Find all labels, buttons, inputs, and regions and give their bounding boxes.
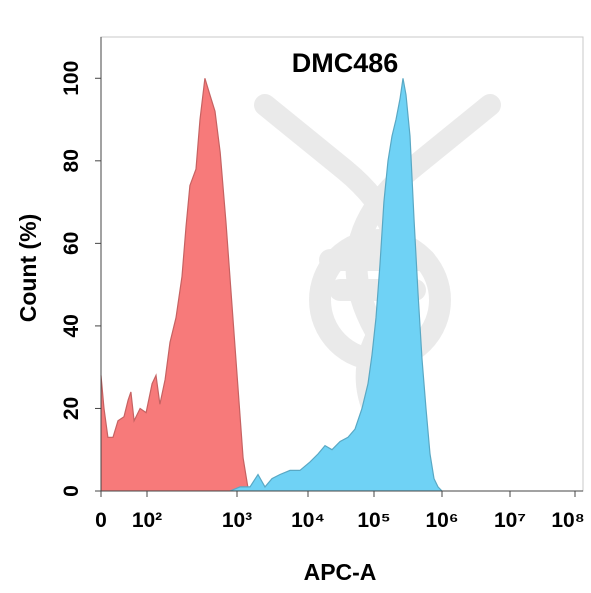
x-tick-label: 10⁶: [425, 509, 458, 532]
y-tick-label: 20: [60, 397, 83, 420]
y-tick-label: 60: [60, 232, 83, 255]
area-outline: [229, 78, 443, 492]
x-tick-label: 0: [95, 509, 107, 532]
y-tick-label: 40: [60, 314, 83, 337]
x-tick-label: 10²: [132, 509, 162, 532]
y-axis-label: Count (%): [15, 214, 41, 323]
x-tick-label: 10⁸: [551, 509, 584, 532]
y-tick-label: 80: [60, 149, 83, 172]
y-tick-label: 0: [60, 485, 83, 497]
area-outline: [100, 78, 253, 492]
area-fill: [101, 78, 253, 492]
x-tick-label: 10⁴: [291, 509, 325, 532]
y-tick-label: 100: [60, 61, 83, 96]
x-tick-label: 10³: [222, 509, 252, 532]
x-axis-label: APC-A: [304, 559, 377, 585]
chart-title: DMC486: [292, 48, 399, 78]
x-tick-label: 10⁵: [357, 509, 390, 532]
x-tick-label: 10⁷: [494, 509, 526, 532]
area-fill: [230, 78, 442, 492]
